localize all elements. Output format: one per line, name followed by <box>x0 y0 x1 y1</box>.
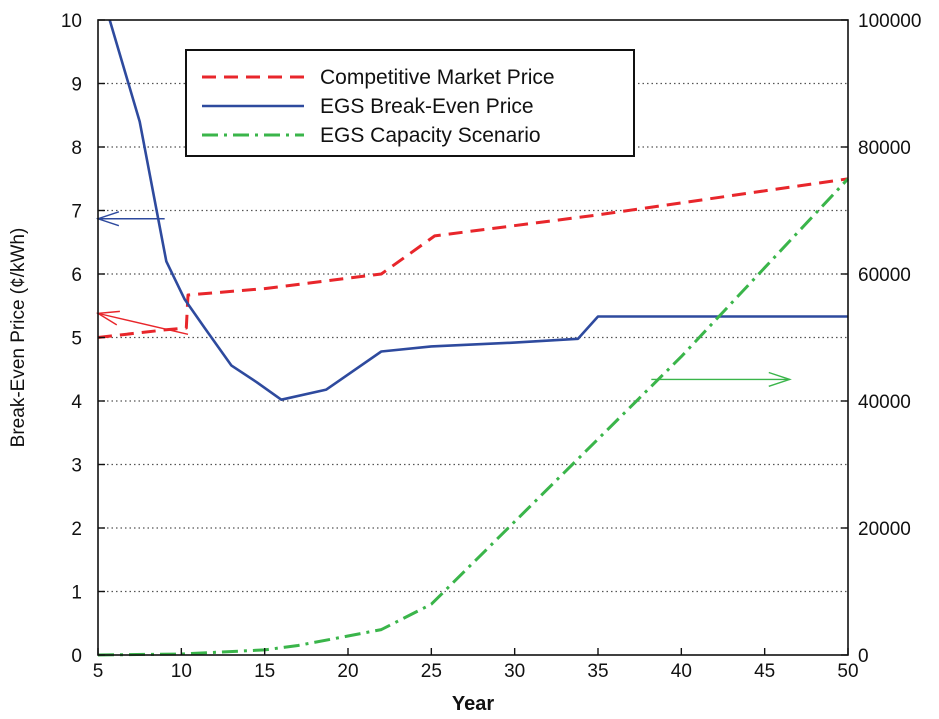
x-tick-label: 50 <box>837 661 858 682</box>
x-tick-label: 20 <box>337 661 358 682</box>
y-tick-label: 1 <box>71 583 82 604</box>
x-tick-label: 25 <box>421 661 442 682</box>
y-tick-label: 3 <box>71 456 82 477</box>
y-tick-label: 7 <box>71 202 82 223</box>
y-tick-label: 0 <box>71 646 82 667</box>
x-tick-label: 40 <box>671 661 692 682</box>
x-tick-label: 30 <box>504 661 525 682</box>
x-tick-label: 45 <box>754 661 775 682</box>
series-line-2 <box>97 177 850 657</box>
legend-box <box>185 49 635 157</box>
x-tick-label: 5 <box>93 661 104 682</box>
series-line-1 <box>108 19 848 401</box>
y-tick-label: 2 <box>71 519 82 540</box>
series-layer <box>97 19 850 657</box>
y-tick-label: 5 <box>71 329 82 350</box>
y-tick-label: 6 <box>71 265 82 286</box>
x-tick-label: 35 <box>587 661 608 682</box>
y-axis-title: Break-Even Price (¢/kWh) <box>8 228 29 448</box>
annotation-arrows <box>95 211 792 387</box>
y2-tick-label: 0 <box>858 646 869 667</box>
y2-tick-label: 60000 <box>858 265 911 286</box>
legend-label-capacity: EGS Capacity Scenario <box>320 124 541 147</box>
y-tick-label: 10 <box>61 11 82 32</box>
legend-label-breakeven: EGS Break-Even Price <box>320 95 534 118</box>
y2-tick-label: 80000 <box>858 138 911 159</box>
ticks: 0123456789100200004000060000800001000005… <box>61 11 922 682</box>
series-line-0 <box>97 177 849 339</box>
x-tick-label: 15 <box>254 661 275 682</box>
legend: Competitive Market Price EGS Break-Even … <box>185 49 635 157</box>
annotation-arrow-head <box>768 371 792 387</box>
x-axis-title: Year <box>452 693 494 715</box>
y2-tick-label: 100000 <box>858 11 921 32</box>
y-tick-label: 8 <box>71 138 82 159</box>
y-tick-label: 9 <box>71 75 82 96</box>
y-tick-label: 4 <box>71 392 82 413</box>
annotation-arrow-shaft <box>97 312 189 336</box>
x-tick-label: 10 <box>171 661 192 682</box>
y2-tick-label: 40000 <box>858 392 911 413</box>
legend-label-market: Competitive Market Price <box>320 66 555 89</box>
y2-tick-label: 20000 <box>858 519 911 540</box>
